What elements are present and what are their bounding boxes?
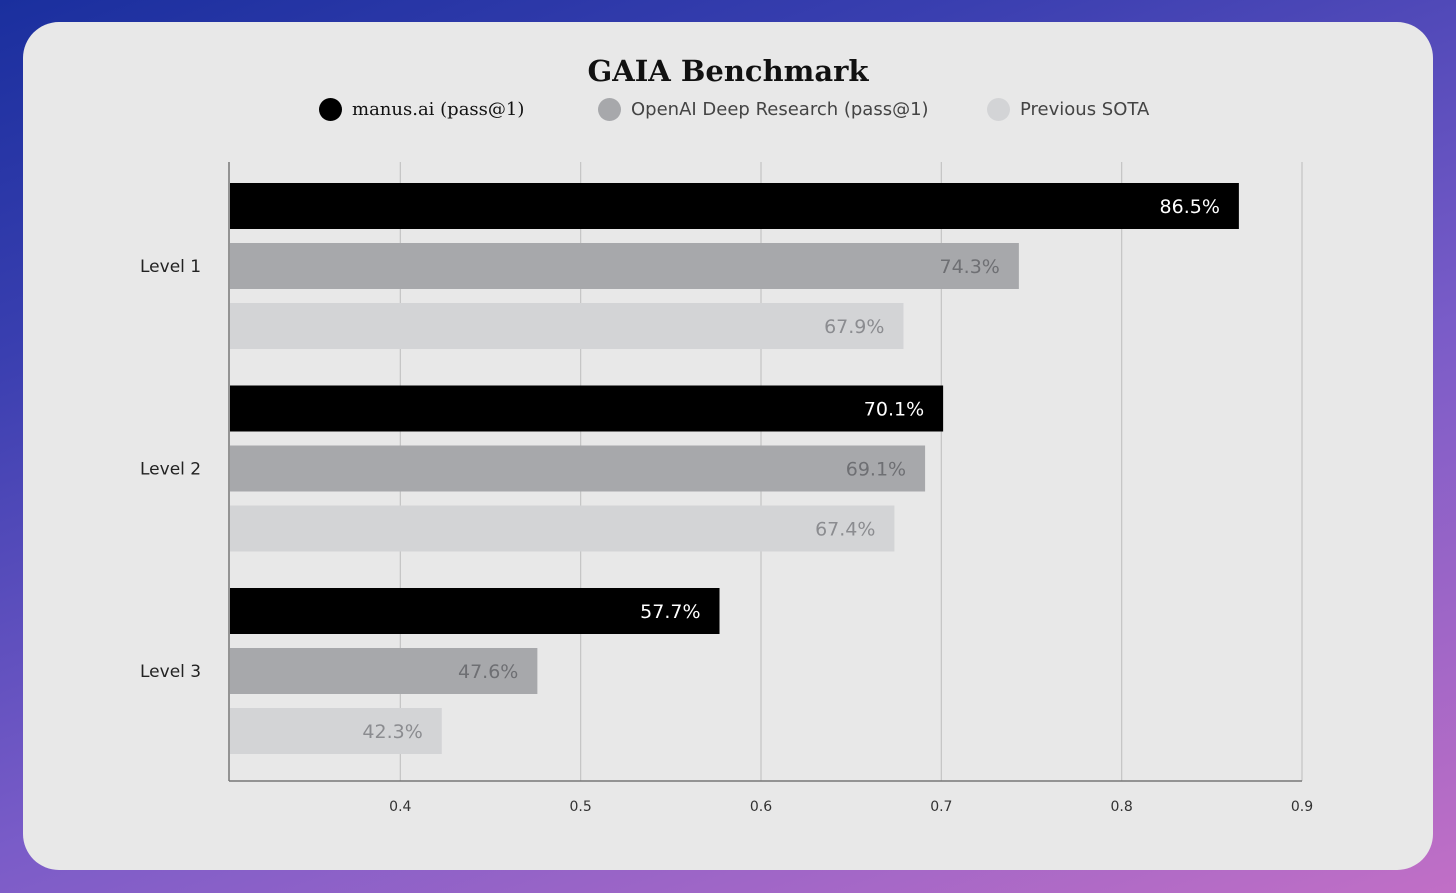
- data-label: 86.5%: [1160, 196, 1220, 218]
- category-label: Level 3: [140, 662, 201, 682]
- data-label: 74.3%: [940, 256, 1000, 278]
- data-label: 42.3%: [362, 721, 422, 743]
- x-tick-label: 0.9: [1291, 799, 1313, 815]
- chart-card: GAIA Benchmark manus.ai (pass@1) OpenAI …: [23, 22, 1433, 870]
- legend-item-manus: manus.ai (pass@1): [319, 98, 524, 121]
- data-label: 70.1%: [864, 399, 924, 421]
- data-label: 67.9%: [824, 316, 884, 338]
- bar: [230, 648, 538, 694]
- data-label: 67.4%: [815, 519, 875, 541]
- chart-title: GAIA Benchmark: [587, 54, 869, 88]
- x-tick-label: 0.5: [570, 799, 592, 815]
- legend-label-previous-sota: Previous SOTA: [1020, 99, 1150, 120]
- data-label: 57.7%: [640, 601, 700, 623]
- legend-label-openai: OpenAI Deep Research (pass@1): [631, 99, 929, 120]
- x-tick-label: 0.7: [930, 799, 952, 815]
- x-tick-label: 0.8: [1111, 799, 1133, 815]
- chart-plot: 0.4 0.5 0.6 0.7 0.8 0.9 Level 1 86.5% 74.3% 67.9%…: [140, 162, 1313, 815]
- legend-swatch-manus: [319, 98, 342, 121]
- bar: [230, 183, 1239, 229]
- bar: [230, 303, 904, 349]
- x-tick-label: 0.4: [389, 799, 411, 815]
- data-label: 47.6%: [458, 661, 518, 683]
- legend-item-openai: OpenAI Deep Research (pass@1): [598, 98, 929, 121]
- bar: [230, 708, 442, 754]
- x-tick-label: 0.6: [750, 799, 772, 815]
- legend-label-manus: manus.ai (pass@1): [352, 99, 525, 120]
- bar: [230, 505, 895, 552]
- legend-swatch-openai: [598, 98, 621, 121]
- legend-swatch-previous-sota: [987, 98, 1010, 121]
- chart-legend: manus.ai (pass@1) OpenAI Deep Research (…: [23, 98, 1433, 124]
- bar: [230, 588, 720, 634]
- bar: [230, 243, 1019, 289]
- bar: [230, 385, 944, 432]
- category-label: Level 2: [140, 460, 201, 480]
- data-label: 69.1%: [846, 459, 906, 481]
- legend-item-previous-sota: Previous SOTA: [987, 98, 1149, 121]
- category-label: Level 1: [140, 257, 201, 277]
- bar: [230, 445, 926, 492]
